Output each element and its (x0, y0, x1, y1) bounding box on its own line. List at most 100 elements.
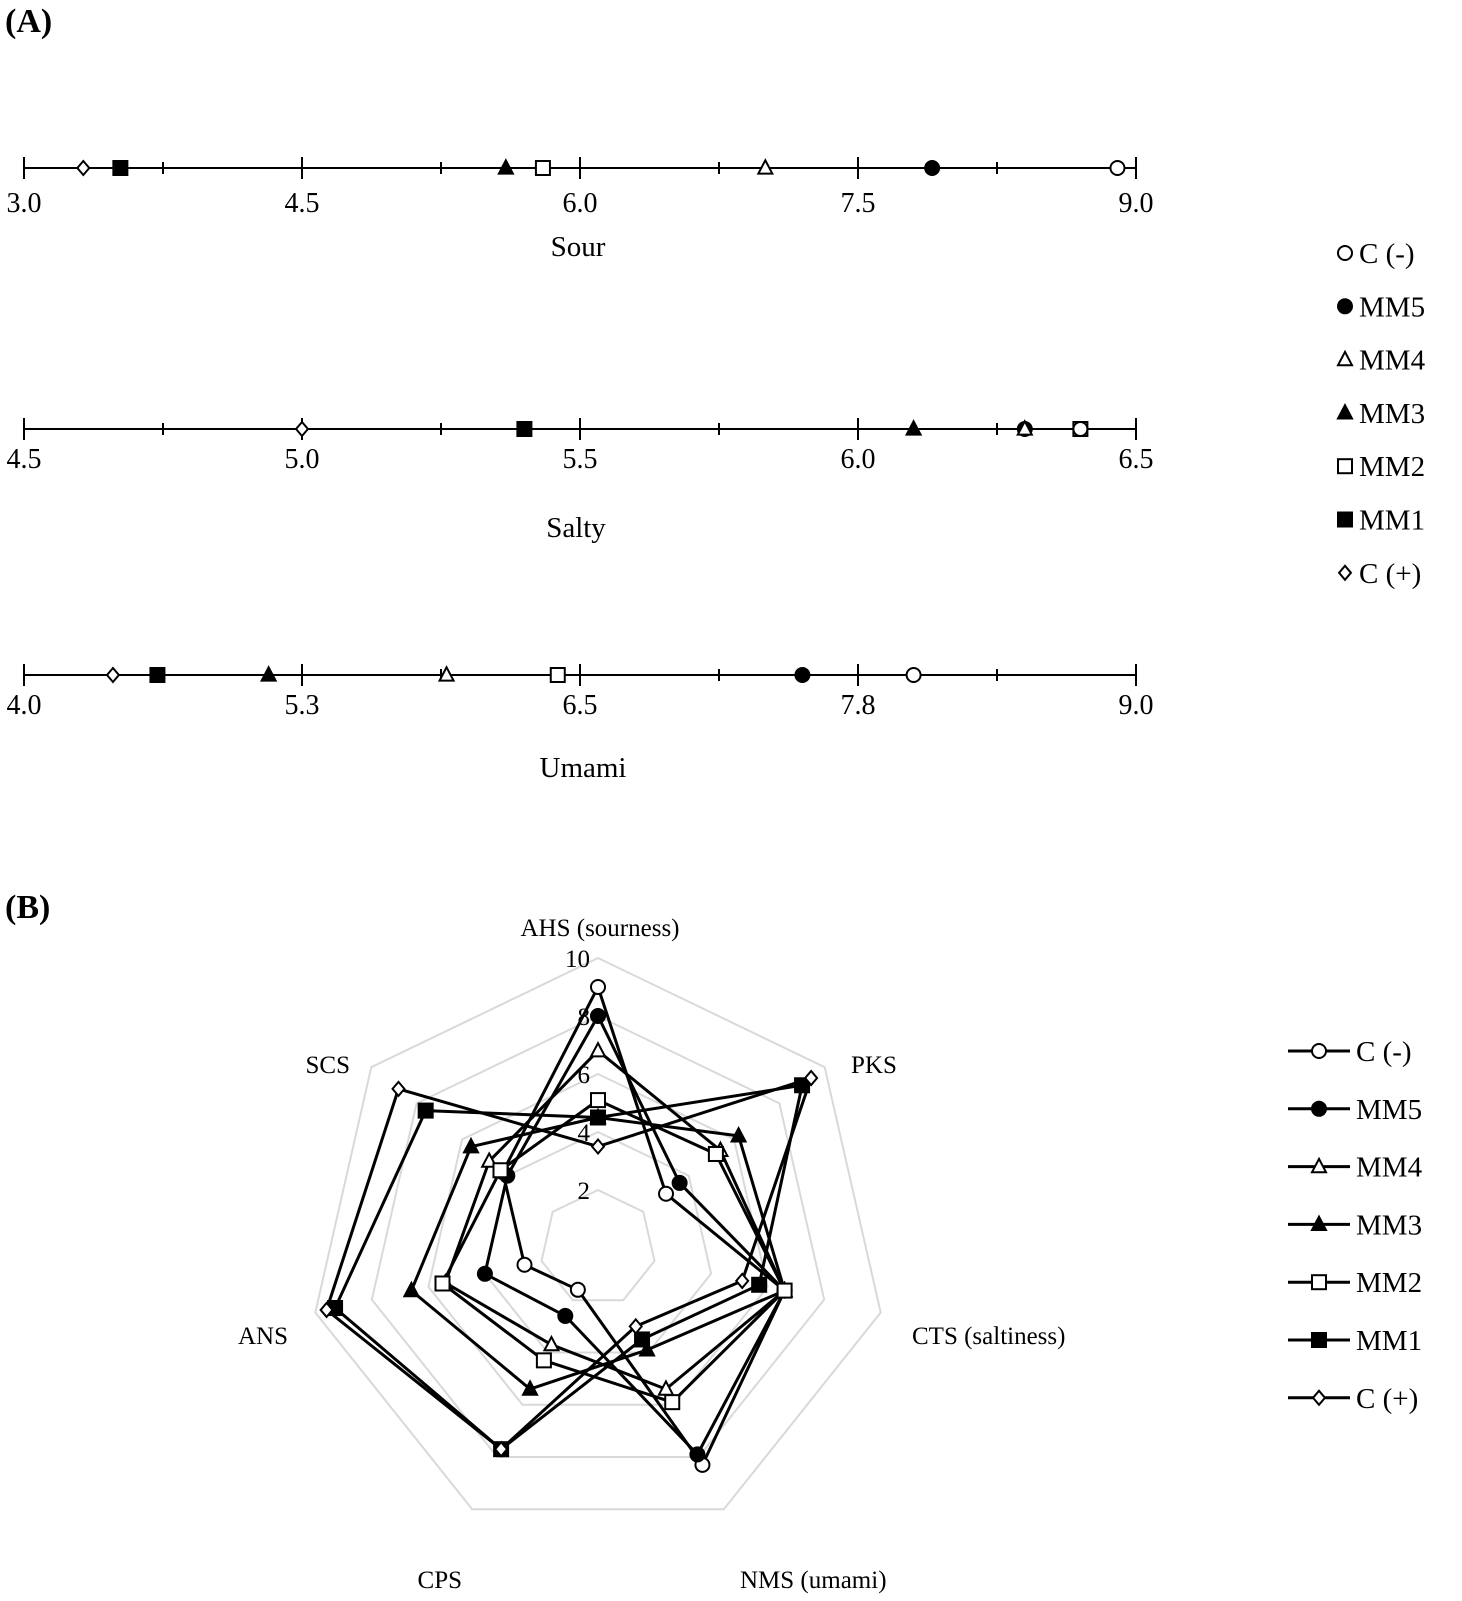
axis-title: Sour (551, 231, 606, 263)
legend-a-item-c: C (+) (1337, 558, 1421, 590)
series-point (590, 979, 606, 995)
radar-axis-label-pks: PKS (851, 1052, 897, 1079)
point-c (105, 666, 121, 684)
series-line (501, 985, 787, 1467)
series-point (638, 1340, 656, 1357)
series-point (707, 1145, 724, 1162)
legend-marker (1337, 511, 1353, 528)
series-point (590, 1092, 606, 1109)
tick-label: 6.5 (563, 690, 598, 721)
point-mm3 (904, 419, 923, 436)
radar-series-c (319, 1069, 819, 1458)
legend-marker (1311, 1274, 1327, 1291)
axis-title: Salty (546, 512, 606, 544)
tick-label: 7.5 (841, 188, 876, 219)
legend-b-item-c: C (+) (1288, 1383, 1418, 1415)
series-line (333, 1083, 804, 1451)
series-point (590, 1109, 606, 1126)
series-point (589, 1040, 607, 1058)
series-point (476, 1265, 493, 1282)
series-point (462, 1136, 480, 1154)
series-point (535, 1352, 552, 1369)
legend-label: MM3 (1359, 398, 1425, 430)
legend-label: C (+) (1356, 1383, 1418, 1415)
series-point (391, 1080, 406, 1098)
radar-series-mm5 (476, 1008, 793, 1463)
series-point (658, 1185, 675, 1202)
tick-label: 4.5 (7, 444, 42, 475)
series-point (729, 1126, 748, 1143)
tick-label: 6.0 (841, 444, 876, 475)
point-mm5 (924, 160, 941, 176)
panel-a-label: (A) (5, 3, 52, 40)
series-point (402, 1280, 421, 1298)
dot-plot-sour: 3.0 4.5 6.0 7.5 9.0 Sour (7, 157, 1154, 263)
legend-marker (1311, 1043, 1327, 1059)
grid-ring (427, 1072, 769, 1406)
legend-marker (1311, 1389, 1327, 1407)
legend-b-item-mm1: MM1 (1288, 1325, 1422, 1357)
point-mm2 (534, 160, 551, 176)
series-line (441, 1098, 787, 1404)
dot-plot-umami: 4.0 5.3 6.5 7.8 9.0 Umami (7, 664, 1154, 784)
point-mm1 (112, 160, 129, 176)
point-mm5 (794, 667, 811, 683)
series-point (590, 1008, 606, 1024)
legend-b-item-mm4: MM4 (1288, 1152, 1423, 1184)
series-point (590, 1137, 606, 1156)
legend-a-item-mm2: MM2 (1337, 451, 1425, 483)
tick-label: 7.8 (841, 690, 876, 721)
axis-title: Umami (540, 752, 627, 784)
dot-plot-salty: 4.5 5.0 5.5 6.0 6.5 Salty (7, 418, 1154, 544)
tick-label: 3.0 (7, 188, 42, 219)
series-point (492, 1162, 509, 1179)
legend-marker (1311, 1100, 1327, 1117)
legend-a-item-mm3: MM3 (1336, 398, 1425, 430)
series-point (734, 1272, 750, 1290)
legend-b-item-mm5: MM5 (1288, 1094, 1422, 1126)
legend-label: MM2 (1356, 1267, 1422, 1299)
series-point (319, 1301, 334, 1319)
grid-ring (314, 956, 882, 1511)
radar-axis-label-ahs-sourness: AHS (sourness) (520, 915, 679, 942)
legend-label: MM2 (1359, 451, 1425, 483)
legend-label: MM5 (1359, 291, 1425, 323)
tick-label: 4.0 (7, 690, 42, 721)
legend-marker (1337, 298, 1353, 315)
series-point (803, 1069, 819, 1087)
legend-label: MM1 (1359, 505, 1425, 537)
radar-axis-label-ans: ANS (238, 1323, 288, 1350)
tick-label: 4.5 (285, 188, 320, 219)
series-point (417, 1102, 434, 1119)
tick-label: 9.0 (1119, 188, 1154, 219)
legend-a-item-c: C (-) (1337, 238, 1415, 270)
series-line (325, 1076, 813, 1451)
series-point (557, 1307, 574, 1324)
radar-axis-label-cps: CPS (418, 1567, 462, 1594)
legend-marker (1311, 1332, 1327, 1348)
legend-b-item-c: C (-) (1288, 1036, 1412, 1068)
series-point (671, 1174, 688, 1191)
point-c (1072, 421, 1089, 437)
legend-a: C (-) MM5 MM4 MM3 MM2 MM1 C (+) (1336, 238, 1426, 590)
point-mm4 (1016, 419, 1034, 436)
legend-label: C (-) (1356, 1036, 1412, 1068)
legend-label: C (+) (1359, 558, 1421, 590)
legend-a-item-mm1: MM1 (1337, 505, 1425, 537)
series-line (483, 1014, 787, 1456)
series-point (569, 1281, 586, 1298)
point-c (76, 159, 91, 177)
radar-series-mm2 (434, 1092, 793, 1411)
legend-marker (1336, 403, 1354, 420)
legend-marker (1337, 245, 1353, 261)
legend-a-item-mm4: MM4 (1336, 345, 1426, 377)
legend-label: MM1 (1356, 1325, 1422, 1357)
series-point (689, 1446, 706, 1463)
point-c (1109, 160, 1126, 176)
legend-b: C (-) MM5 MM4 MM3 MM2 MM1 C (+) (1288, 1036, 1423, 1415)
point-mm1 (516, 421, 533, 437)
point-mm2 (549, 667, 566, 683)
series-point (493, 1440, 509, 1458)
grid-ring (540, 1188, 656, 1302)
series-point (542, 1334, 561, 1352)
